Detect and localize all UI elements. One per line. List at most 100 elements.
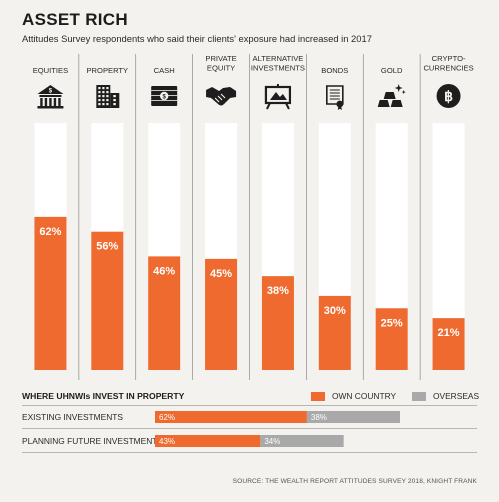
building-window [113,99,116,102]
bank-column [58,98,61,106]
building-window [98,103,101,106]
bitcoin-coin [436,84,461,108]
scroll-icon [326,85,344,110]
row-label-existing: EXISTING INVESTMENTS [22,412,123,422]
category-label: EQUITY [207,64,235,73]
cash-icon: $ [151,86,178,106]
category-label: CASH [154,66,175,75]
bank-column [49,98,52,106]
building-window [106,87,109,90]
bar [205,258,238,370]
category-label: BONDS [321,66,348,75]
building-window [98,99,101,102]
bank-icon: $ [37,85,64,109]
handshake-fingers [214,93,226,103]
gold-bar [390,100,403,107]
row-label-planning: PLANNING FUTURE INVESTMENTS [22,436,163,446]
source-note: SOURCE: THE WEALTH REPORT ATTITUDES SURV… [232,478,477,485]
data-label: 46% [153,265,175,277]
divider [22,452,477,453]
legend-swatch-own-country [311,391,325,401]
segment-label: 38% [311,413,327,422]
scroll-ribbon [337,106,342,110]
building-window [98,87,101,90]
bitcoin-icon: ฿ [436,84,461,108]
bank-column [53,98,57,106]
chart-subtitle: Attitudes Survey respondents who said th… [22,33,372,44]
stacked-bar-segment [260,435,344,447]
building-window [102,103,105,106]
stacked-bar-segment [155,411,307,423]
gold-bar [377,100,390,107]
building-window [102,91,105,94]
legend-overseas: OVERSEAS [412,391,479,401]
building-window [113,103,116,106]
building-window [113,95,116,98]
bank-beam [39,95,62,97]
bar [148,256,181,370]
cash-line [151,100,178,101]
building-window [102,87,105,90]
segment-label: 62% [159,413,175,422]
data-label: 21% [438,327,460,339]
building-window [98,91,101,94]
bar [375,308,408,370]
data-label: 62% [39,226,61,238]
category-label: PROPERTY [86,66,128,75]
gold-sparkle [401,90,406,94]
bank-column [44,98,48,106]
gold-bars-icon [377,84,406,107]
bank-roof [37,85,64,94]
building-window [102,99,105,102]
category-label: PRIVATE [205,54,236,63]
legend-label-overseas: OVERSEAS [433,391,480,401]
building-window [102,95,105,98]
building-window [106,91,109,94]
bitcoin-symbol: ฿ [444,88,453,104]
legend-swatch-overseas [412,391,426,401]
segment-label: 34% [264,437,280,446]
category-label: CRYPTO- [432,54,466,63]
handshake-icon [206,87,237,106]
bar [91,231,124,370]
category-label: GOLD [381,66,403,75]
category-label: ALTERNATIVE [253,54,304,63]
data-label: 30% [324,305,346,317]
data-label: 45% [210,268,232,280]
easel-legs [266,84,290,110]
bar [432,318,465,370]
cash-dollar: $ [163,94,167,100]
divider [22,428,477,429]
cash-coin [159,91,169,101]
building-window [106,99,109,102]
scroll-seal [336,100,344,108]
bank-column [40,98,43,106]
building-window [106,95,109,98]
building-window [106,103,109,106]
legend-own-country: OWN COUNTRY [311,391,396,401]
stacked-bar-segment [155,435,261,447]
data-label: 56% [96,241,118,253]
asset-bar-chart: EQUITIES $62% PROPERTY 56% CASH $46% PRIVATEEQ… [33,54,474,380]
easel-mountain [269,92,287,100]
chart-title: ASSET RICH [22,10,128,29]
category-label: INVESTMENTS [251,64,305,73]
building-icon [96,85,120,108]
handshake-shape [206,87,237,106]
legend-label-own-country: OWN COUNTRY [332,391,397,401]
easel-icon [264,84,292,110]
bar [34,216,67,370]
category-label: EQUITIES [33,66,68,75]
divider [22,405,477,406]
category-label: CURRENCIES [423,64,473,73]
data-label: 25% [381,317,403,329]
property-section-title: WHERE UHNWIs INVEST IN PROPERTY [22,391,185,401]
bar [261,276,294,370]
cash-line [151,90,178,91]
gold-sparkle [394,84,403,92]
bank-dollar: $ [49,89,53,95]
data-label: 38% [267,285,289,297]
bar [318,295,351,370]
bank-base [37,106,64,109]
stacked-bar-segment [306,411,400,423]
